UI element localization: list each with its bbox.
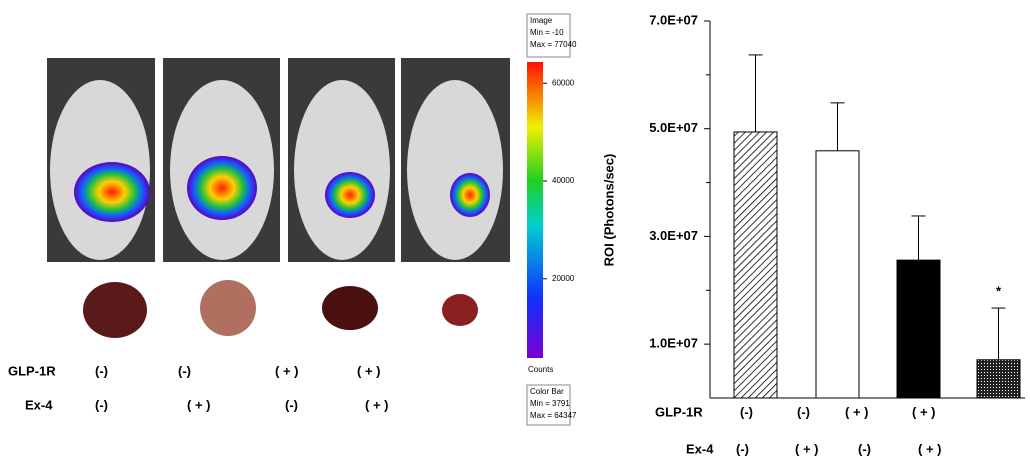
row-value: ( + ) <box>912 404 935 419</box>
y-tick-label: 3.0E+07 <box>649 228 698 243</box>
row-value: ( + ) <box>918 441 941 456</box>
bar <box>816 151 859 398</box>
colorbar-info: Image <box>530 16 553 25</box>
y-tick-label: 1.0E+07 <box>649 336 698 351</box>
row-label: GLP-1R <box>8 363 56 378</box>
row-value: ( + ) <box>845 404 868 419</box>
row-value: (-) <box>285 397 298 412</box>
row-value: (-) <box>736 441 749 456</box>
row-value: ( + ) <box>357 363 380 378</box>
y-tick-label: 7.0E+07 <box>649 12 698 27</box>
row-value: ( + ) <box>275 363 298 378</box>
figure: ROI (Photons/sec) Image Min = -10 Max = 77… <box>0 0 1030 461</box>
y-tick-label: 5.0E+07 <box>649 120 698 135</box>
page: {"panel": { "colorbar_info_top": ["Image… <box>0 0 1030 461</box>
bar <box>977 360 1020 398</box>
mouse-images <box>47 58 510 338</box>
annotation: * <box>996 283 1002 298</box>
row-label: Ex-4 <box>25 397 53 412</box>
colorbar-unit: Counts <box>528 365 553 374</box>
colorbar-info: Min = -10 <box>530 28 564 37</box>
row-value: (-) <box>797 404 810 419</box>
row-value: (-) <box>740 404 753 419</box>
row-value: ( + ) <box>187 397 210 412</box>
colorbar-info: Min = 3791 <box>530 399 570 408</box>
bar <box>897 260 940 398</box>
colorbar-tick-label: 60000 <box>552 78 575 87</box>
colorbar-tick-label: 20000 <box>552 274 575 283</box>
row-label: Ex-4 <box>686 441 714 456</box>
row-value: (-) <box>95 397 108 412</box>
colorbar-tick-label: 40000 <box>552 176 575 185</box>
row-value: (-) <box>858 441 871 456</box>
colorbar-info: Max = 64347 <box>530 411 577 420</box>
row-value: ( + ) <box>365 397 388 412</box>
row-label: GLP-1R <box>655 404 703 419</box>
row-value: (-) <box>178 363 191 378</box>
bar <box>734 132 777 398</box>
y-axis-label: ROI (Photons/sec) <box>601 154 616 267</box>
row-value: ( + ) <box>795 441 818 456</box>
colorbar-info: Color Bar <box>530 387 564 396</box>
colorbar-info: Max = 77040 <box>530 40 577 49</box>
row-value: (-) <box>95 363 108 378</box>
colorbar <box>527 62 543 358</box>
